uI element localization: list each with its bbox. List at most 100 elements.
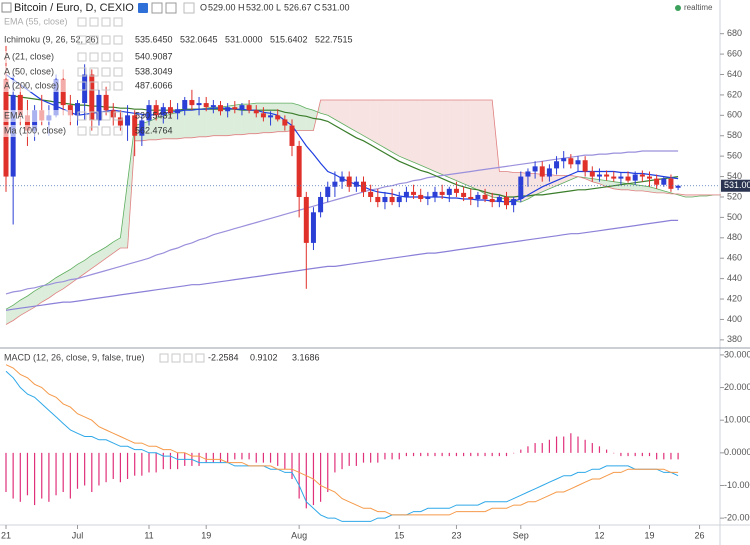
ohlc-text: 532.00 <box>246 2 274 12</box>
cloud-fill <box>263 103 271 133</box>
x-tick-label: 12 <box>594 530 604 540</box>
candle-body <box>575 160 581 165</box>
candle-body <box>89 74 95 121</box>
candle-body <box>654 178 660 185</box>
y-tick-label: 30.0000 <box>724 349 750 359</box>
cloud-fill <box>642 185 650 192</box>
macd-histogram-bar <box>48 452 50 502</box>
candle-body <box>75 103 80 116</box>
y-tick-label: 420 <box>727 293 742 303</box>
macd-histogram-bar <box>205 452 207 463</box>
macd-histogram-bar <box>26 452 29 496</box>
macd-value: -2.2584 <box>208 352 239 362</box>
ohlc-text: O <box>200 2 207 12</box>
macd-icon[interactable] <box>159 353 169 363</box>
indicator-icon[interactable] <box>101 81 111 91</box>
cloud-fill <box>13 300 21 321</box>
indicator-icon[interactable] <box>113 126 123 136</box>
indicator-value: 487.6066 <box>135 80 173 90</box>
indicator-icon[interactable] <box>89 35 99 45</box>
toolbar-icons <box>138 2 195 14</box>
macd-histogram-bar <box>477 452 479 457</box>
close-icon[interactable] <box>165 2 177 14</box>
indicator-icon[interactable] <box>101 111 111 121</box>
indicator-icon[interactable] <box>89 81 99 91</box>
x-tick-label: 23 <box>451 530 461 540</box>
indicator-line <box>5 150 679 295</box>
indicator-icon[interactable] <box>77 126 87 136</box>
y-tick-label: 540 <box>727 171 742 181</box>
macd-histogram-bar <box>169 452 172 470</box>
indicator-icon[interactable] <box>77 67 87 77</box>
settings-icon[interactable] <box>151 2 163 14</box>
indicator-icon[interactable] <box>77 81 87 91</box>
x-tick-label: 15 <box>394 530 404 540</box>
candle-body <box>282 119 288 126</box>
cloud-fill <box>527 173 536 200</box>
macd-histogram-bar <box>12 452 14 499</box>
indicator-icon[interactable] <box>77 111 87 121</box>
macd-histogram-bar <box>570 433 572 453</box>
candle-body <box>411 191 417 195</box>
candle-body <box>625 176 631 181</box>
candle-body <box>353 181 359 187</box>
macd-histogram-bar <box>491 452 493 457</box>
macd-histogram-bar <box>162 452 164 470</box>
candle-body <box>253 110 259 114</box>
indicator-icon[interactable] <box>113 35 123 45</box>
eye-icon[interactable] <box>138 3 148 13</box>
indicator-icon[interactable] <box>89 67 99 77</box>
indicator-icon[interactable] <box>113 17 123 27</box>
macd-histogram-bar <box>291 452 293 479</box>
candle-body <box>53 79 59 116</box>
indicator-value: 515.6402 <box>270 34 308 44</box>
cloud-fill <box>184 109 192 138</box>
cloud-fill <box>363 100 371 140</box>
symbol-icon[interactable] <box>1 2 12 13</box>
candle-body <box>239 105 245 110</box>
candle-body <box>125 115 131 126</box>
indicator-icon[interactable] <box>113 81 123 91</box>
indicator-icon[interactable] <box>89 52 99 62</box>
indicator-icon[interactable] <box>113 67 123 77</box>
indicator-icon[interactable] <box>101 35 111 45</box>
macd-histogram-bar <box>112 452 114 479</box>
macd-histogram-bar <box>19 452 21 502</box>
candle-body <box>647 176 652 179</box>
cloud-span-a <box>5 102 721 310</box>
more-icon[interactable] <box>183 2 195 14</box>
macd-histogram-bar <box>334 452 336 473</box>
cloud-fill <box>20 295 28 316</box>
macd-icon[interactable] <box>183 353 193 363</box>
candle-body <box>668 178 674 189</box>
macd-histogram-bar <box>5 452 7 493</box>
indicator-icon[interactable] <box>101 52 111 62</box>
cloud-fill <box>449 100 457 181</box>
indicator-icon[interactable] <box>77 17 87 27</box>
candle-body <box>332 181 338 187</box>
macd-histogram-bar <box>76 452 79 489</box>
indicator-icon[interactable] <box>101 67 111 77</box>
y-tick-label: 640 <box>727 69 742 79</box>
indicator-icon[interactable] <box>89 17 99 27</box>
candle-body <box>425 196 431 200</box>
legend-bg <box>0 125 72 137</box>
cloud-fill <box>392 100 400 157</box>
indicator-icon[interactable] <box>89 126 99 136</box>
indicator-icon[interactable] <box>89 111 99 121</box>
macd-histogram-bar <box>177 452 179 470</box>
indicator-icon[interactable] <box>101 126 111 136</box>
indicator-line <box>5 219 679 311</box>
indicator-icon[interactable] <box>77 35 87 45</box>
indicator-icon[interactable] <box>101 17 111 27</box>
cloud-fill <box>163 114 171 139</box>
ohlc-text: C <box>314 2 321 12</box>
macd-icon[interactable] <box>195 353 205 363</box>
indicator-icon[interactable] <box>113 52 123 62</box>
cloud-fill <box>349 100 357 132</box>
indicator-icon[interactable] <box>113 111 123 121</box>
indicator-icon[interactable] <box>77 52 87 62</box>
macd-value: 3.1686 <box>292 352 320 362</box>
y-tick-label: 660 <box>727 48 742 58</box>
macd-icon[interactable] <box>171 353 181 363</box>
